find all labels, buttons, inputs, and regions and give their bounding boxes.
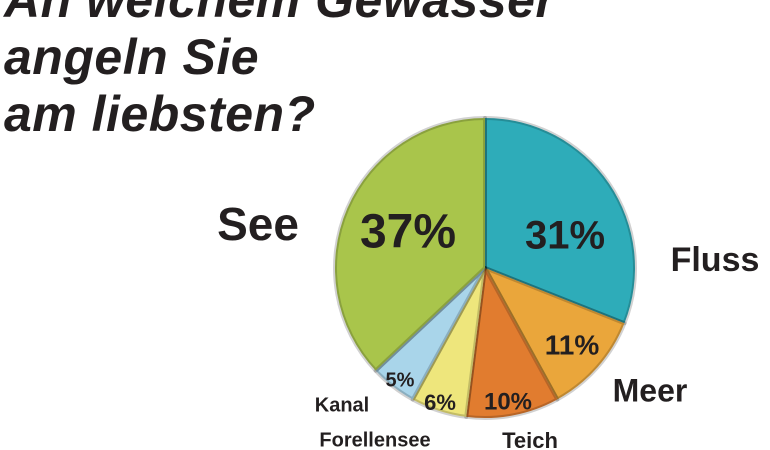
pie-slice xyxy=(333,116,487,373)
value-label: 37% xyxy=(360,206,456,259)
category-label: See xyxy=(217,198,299,250)
value-label: 10% xyxy=(484,388,532,415)
category-label: Meer xyxy=(613,372,688,408)
category-label: Teich xyxy=(502,428,558,450)
chart-title: An welchem Gewässer angeln Sie am liebst… xyxy=(4,0,556,142)
value-label: 5% xyxy=(386,369,415,391)
category-label: Kanal xyxy=(315,394,369,416)
value-label: 31% xyxy=(525,214,605,258)
category-label: Fluss xyxy=(671,241,760,279)
pie-slice xyxy=(464,266,560,420)
value-label: 6% xyxy=(424,390,456,415)
pie-slice xyxy=(483,266,627,402)
value-label: 11% xyxy=(545,329,600,360)
pie-slice xyxy=(373,266,487,402)
category-label: Forellensee xyxy=(319,429,430,450)
pie-slice xyxy=(410,266,487,419)
pie-slice xyxy=(483,116,637,326)
